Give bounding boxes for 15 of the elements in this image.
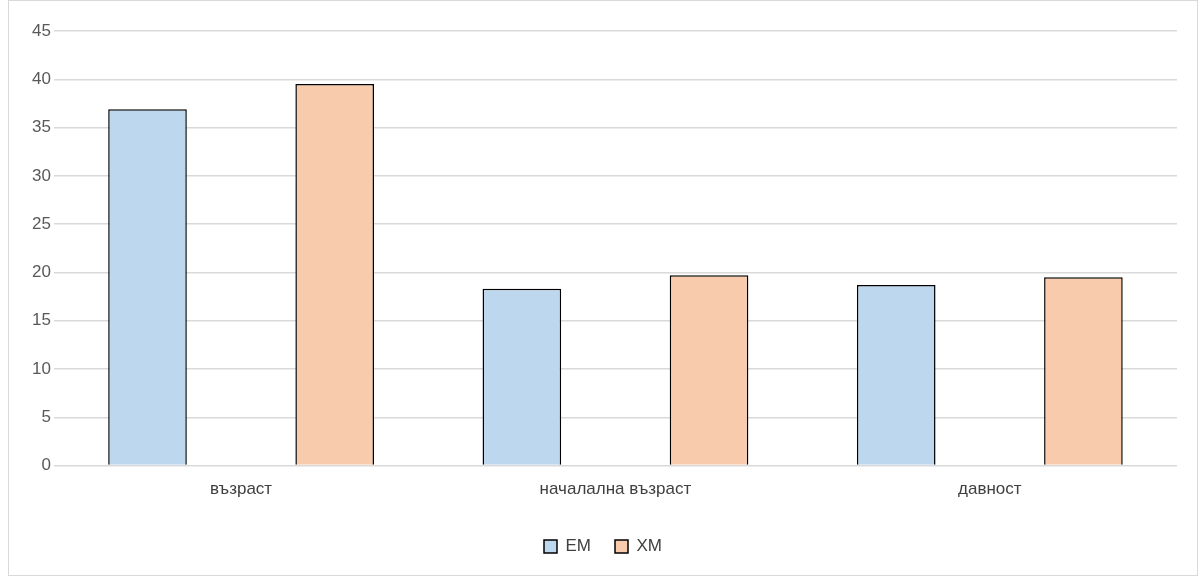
y-tick-label: 40 [31, 68, 51, 88]
x-tick-label: възраст [210, 479, 273, 499]
y-tick-label: 25 [31, 213, 51, 233]
y-tick-label: 45 [31, 20, 51, 40]
legend-label: ЕМ [565, 536, 591, 556]
x-tick-label: давност [958, 479, 1022, 499]
y-tick-label: 20 [31, 262, 51, 282]
x-tick-label: началална възраст [539, 479, 692, 499]
y-tick-label: 30 [31, 165, 51, 185]
y-tick-label: 35 [31, 117, 51, 137]
y-tick-label: 5 [41, 407, 51, 426]
y-tick-label: 0 [41, 455, 51, 475]
y-tick-label: 10 [31, 358, 51, 378]
legend-label: ХМ [636, 536, 662, 556]
y-tick-label: 15 [31, 310, 51, 330]
